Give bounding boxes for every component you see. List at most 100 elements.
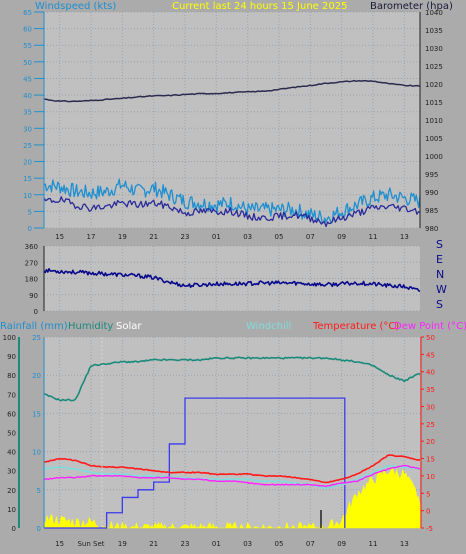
windspeed-tick-label: 30 [23, 125, 32, 133]
legend-rainfall: Rainfall (mm) [0, 321, 68, 332]
compass-label: E [436, 253, 443, 266]
windspeed-tick-label: 60 [23, 26, 32, 34]
windspeed-tick-label: 0 [28, 225, 32, 233]
humidity-tick-label: 50 [7, 430, 16, 438]
x-tick-label: 13 [400, 540, 409, 548]
x-tick-label: 11 [369, 540, 378, 548]
humidity-tick-label: 20 [7, 487, 16, 495]
windchill-line [43, 464, 421, 490]
direction-series [43, 267, 421, 293]
temperature-line [43, 454, 421, 484]
barometer-tick-label: 1020 [425, 81, 443, 89]
legend-windchill: Windchill [246, 321, 291, 332]
legend-temperature: Temperature (°C) [312, 321, 399, 332]
wind-barometer-ticks: 0510152025303540455055606598098599099510… [23, 9, 443, 241]
temperature-tick-label: 45 [426, 351, 435, 359]
barometer-tick-label: 1010 [425, 117, 443, 125]
humidity-tick-label: 60 [7, 410, 16, 418]
barometer-tick-label: 1000 [425, 153, 443, 161]
compass-label: S [436, 238, 443, 251]
temperature-tick-label: 10 [426, 473, 435, 481]
windspeed-tick-label: 25 [23, 142, 32, 150]
wind-barometer-plot-area [44, 12, 420, 228]
barometer-tick-label: 1005 [425, 135, 443, 143]
temperature-tick-label: 35 [426, 386, 435, 394]
direction-tick-label: 270 [25, 259, 38, 267]
wind-barometer-panel: 0510152025303540455055606598098599099510… [23, 9, 443, 241]
humidity-tick-label: 30 [7, 468, 16, 476]
header-title: Current last 24 hours 15 June 2025 [172, 1, 347, 12]
barometer-tick-label: 1030 [425, 45, 443, 53]
temperature-tick-label: 5 [426, 490, 430, 498]
dewpoint-line [43, 464, 421, 488]
x-tick-label: 21 [149, 540, 158, 548]
windspeed-tick-label: 45 [23, 75, 32, 83]
direction-grid [44, 245, 420, 312]
x-tick-label: 13 [400, 233, 409, 241]
rain-temp-plot-area [44, 337, 420, 528]
x-tick-label: 05 [275, 540, 284, 548]
legend-solar: Solar [116, 321, 142, 332]
legend-humidity: Humidity [68, 321, 113, 332]
x-tick-label: 07 [306, 233, 315, 241]
x-tick-label: 11 [369, 233, 378, 241]
direction-tick-label: 360 [25, 243, 38, 251]
humidity-tick-label: 80 [7, 372, 16, 380]
direction-tick-label: 0 [34, 308, 38, 316]
temperature-tick-label: 30 [426, 403, 435, 411]
x-tick-label: 03 [243, 540, 252, 548]
windspeed-tick-label: 15 [23, 175, 32, 183]
x-tick-label: 23 [181, 540, 190, 548]
x-tick-label: 09 [337, 233, 346, 241]
x-tick-label: 15 [55, 233, 64, 241]
windspeed-tick-label: 5 [28, 208, 32, 216]
humidity-tick-label: 10 [7, 506, 16, 514]
header-windspeed-label: Windspeed (kts) [35, 1, 116, 12]
solar-area [43, 466, 421, 530]
x-tick-label: 01 [212, 233, 221, 241]
x-tick-label: 09 [337, 540, 346, 548]
windspeed-average-line [43, 196, 421, 228]
compass-label: S [436, 298, 443, 311]
windspeed-tick-label: 50 [23, 59, 32, 67]
x-tick-label: 23 [181, 233, 190, 241]
temperature-tick-label: 0 [426, 508, 430, 516]
barometer-tick-label: 1015 [425, 99, 443, 107]
humidity-tick-label: 0 [12, 525, 16, 533]
wind-barometer-series [43, 79, 421, 228]
windspeed-tick-label: 20 [23, 159, 32, 167]
windspeed-tick-label: 40 [23, 92, 32, 100]
legend-dewpoint: Dew Point (°C) [394, 321, 466, 332]
x-tick-label: 15 [55, 540, 64, 548]
x-tick-label: 05 [275, 233, 284, 241]
x-tick-label: 01 [212, 540, 221, 548]
rainfall-tick-label: 10 [32, 449, 41, 457]
humidity-tick-label: 40 [7, 449, 16, 457]
rain-temp-ticks: 01020304050607080901000510152025-5051015… [3, 334, 435, 548]
rain-temp-series [43, 337, 421, 530]
x-tick-label: 03 [243, 233, 252, 241]
windspeed-tick-label: 10 [23, 192, 32, 200]
compass-label: N [436, 268, 444, 281]
barometer-line [43, 79, 421, 103]
rainfall-tick-label: 0 [37, 525, 41, 533]
rainfall-tick-label: 15 [32, 410, 41, 418]
header-barometer-label: Barometer (hpa) [370, 1, 453, 12]
rainfall-tick-label: 5 [37, 487, 41, 495]
x-tick-label: 17 [87, 233, 96, 241]
windspeed-tick-label: 55 [23, 42, 32, 50]
barometer-tick-label: 990 [425, 189, 438, 197]
temperature-tick-label: 15 [426, 456, 435, 464]
temperature-tick-label: 40 [426, 369, 435, 377]
x-tick-label: 19 [118, 540, 127, 548]
rainfall-tick-label: 25 [32, 334, 41, 342]
x-tick-label: 07 [306, 540, 315, 548]
barometer-tick-label: 995 [425, 171, 438, 179]
rainfall-line [44, 397, 346, 529]
rainfall-tick-label: 20 [32, 372, 41, 380]
humidity-tick-label: 100 [3, 334, 16, 342]
wind-direction-line [43, 267, 421, 293]
